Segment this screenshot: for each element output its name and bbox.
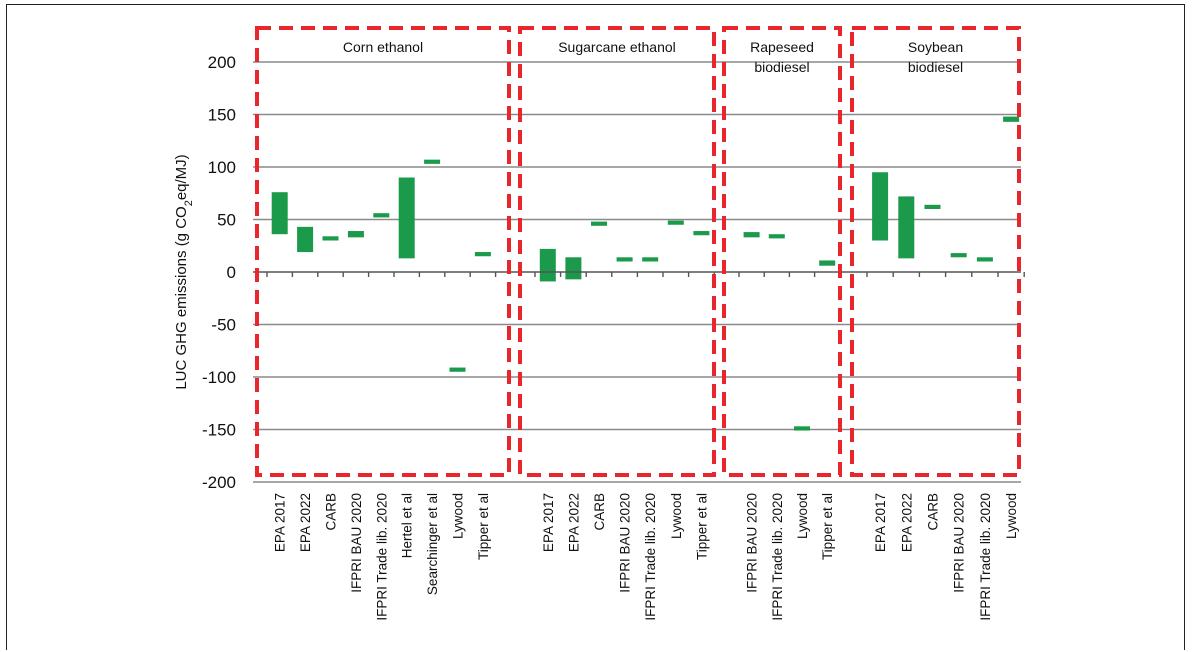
range-bar <box>768 234 785 239</box>
range-bar <box>271 192 288 235</box>
group-boxes <box>255 26 1021 477</box>
group-title: Rapeseed <box>750 39 814 55</box>
group-box <box>850 26 1021 477</box>
x-category-label: EPA 2022 <box>298 493 313 552</box>
x-category-label: Tipper et al <box>694 493 709 560</box>
range-bar <box>794 426 810 431</box>
x-category-label: EPA 2017 <box>873 493 888 552</box>
range-bar <box>424 159 441 164</box>
x-category-label: IFPRI Trade lib. 2020 <box>770 493 785 621</box>
range-bar <box>616 257 633 262</box>
group-title: Sugarcane ethanol <box>558 39 676 55</box>
y-tick-label: -150 <box>202 421 236 440</box>
range-bar <box>297 226 314 253</box>
group-title: biodiesel <box>908 59 963 75</box>
x-category-label: EPA 2022 <box>899 493 914 552</box>
gridlines <box>253 61 1021 483</box>
range-bar <box>693 231 710 236</box>
x-category-label: EPA 2022 <box>566 493 581 552</box>
range-bar <box>950 253 967 258</box>
range-bar <box>539 248 556 282</box>
x-category-label: IFPRI BAU 2020 <box>745 493 760 593</box>
range-bar <box>322 236 339 241</box>
x-category-label: IFPRI Trade lib. 2020 <box>643 493 658 621</box>
bars <box>271 116 1020 431</box>
range-bar <box>924 204 941 209</box>
x-category-label: EPA 2017 <box>273 493 288 552</box>
figure-frame <box>6 4 1185 650</box>
y-tick-label: -100 <box>202 368 236 387</box>
y-tick-label: 50 <box>217 211 236 230</box>
y-tick-labels: 200 150 100 50 0 -50 -100 -150 -200 <box>202 53 236 492</box>
x-category-label: Lywood <box>1004 493 1019 539</box>
y-tick-label: 0 <box>227 263 236 282</box>
x-axis <box>253 271 1025 277</box>
group-box <box>255 26 511 477</box>
y-tick-label: -50 <box>211 316 236 335</box>
x-category-label: IFPRI BAU 2020 <box>952 493 967 593</box>
x-category-label: IFPRI BAU 2020 <box>349 493 364 593</box>
range-bar <box>642 257 659 262</box>
range-bar <box>743 232 760 238</box>
range-bar <box>591 221 607 226</box>
range-bar <box>898 196 915 259</box>
range-bar <box>819 260 836 266</box>
group-title: Corn ethanol <box>343 39 423 55</box>
x-category-label: CARB <box>324 493 339 531</box>
range-bar <box>667 220 684 225</box>
x-category-label: CARB <box>592 493 607 531</box>
x-category-label: EPA 2017 <box>541 493 556 552</box>
x-category-label: Tipper et al <box>476 493 491 560</box>
x-category-label: Searchinger et al <box>425 493 440 595</box>
x-category-label: Lywood <box>669 493 684 539</box>
group-box <box>722 26 842 477</box>
y-tick-label: 200 <box>208 53 236 72</box>
range-bar <box>1003 116 1020 122</box>
y-tick-label: -200 <box>202 473 236 492</box>
range-bar <box>449 367 466 372</box>
range-bar <box>474 252 491 257</box>
x-category-label: Lywood <box>795 493 810 539</box>
range-bar <box>872 172 889 241</box>
group-title: biodiesel <box>754 59 809 75</box>
x-category-labels: EPA 2017 EPA 2022 CARB IFPRI BAU 2020 IFPRI … <box>273 493 1019 621</box>
group-title: Soybean <box>908 39 963 55</box>
y-tick-label: 100 <box>208 158 236 177</box>
y-tick-label: 150 <box>208 106 236 125</box>
group-box <box>518 26 716 477</box>
x-category-label: CARB <box>926 493 941 531</box>
y-axis-label: LUC GHG emissions (g CO2eq/MJ) <box>173 154 195 389</box>
x-category-label: Lywood <box>451 493 466 539</box>
range-bar <box>976 257 993 262</box>
group-titles: Corn ethanol Sugarcane ethanol Rapeseed bio… <box>343 39 963 75</box>
x-category-label: IFPRI BAU 2020 <box>618 493 633 593</box>
x-category-label: IFPRI Trade lib. 2020 <box>374 493 389 621</box>
x-category-label: IFPRI Trade lib. 2020 <box>978 493 993 621</box>
range-bar <box>347 231 364 238</box>
range-bar <box>398 177 415 259</box>
range-bar <box>565 257 582 280</box>
x-category-label: Tipper et al <box>820 493 835 560</box>
range-bar <box>373 213 390 218</box>
x-category-label: Hertel et al <box>400 493 415 558</box>
